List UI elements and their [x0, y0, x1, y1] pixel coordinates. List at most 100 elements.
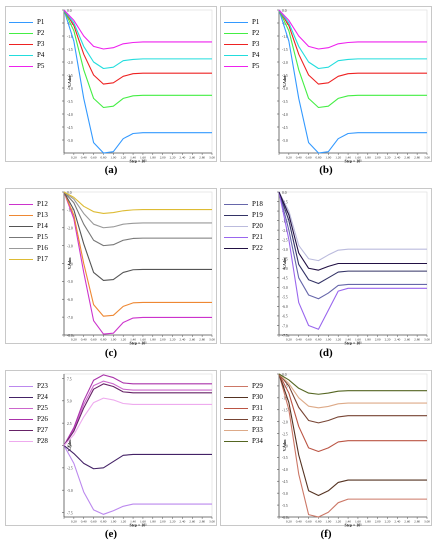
- y-tick-label: 0.0: [282, 191, 287, 195]
- x-tick-label: 2.40: [179, 520, 185, 524]
- plot-frame: [278, 9, 428, 154]
- x-tick-label: 1.00: [110, 156, 116, 160]
- chart-panel: P29 P30 P31 P32 P33 P34 -6.0 -5.5 -5.0 -4.5 -4.0 -3…: [220, 370, 432, 527]
- x-tick-label: 0.60: [91, 156, 97, 160]
- y-axis-label: V.Adm: [67, 257, 72, 269]
- y-tick-label: -5.0: [67, 489, 73, 493]
- x-tick-label: 0.20: [286, 338, 292, 342]
- legend-label: P23: [37, 382, 48, 390]
- series-line: [63, 191, 212, 335]
- legend-item: P2: [224, 28, 279, 39]
- series-line: [278, 191, 427, 285]
- series-line: [278, 9, 427, 85]
- y-tick-label: -5.0: [67, 139, 73, 143]
- legend-swatch: [9, 226, 33, 227]
- legend-item: P3: [224, 39, 279, 50]
- y-tick-label: -1.0: [282, 35, 288, 39]
- legend-swatch: [224, 248, 248, 249]
- legend-label: P19: [252, 211, 263, 219]
- y-tick-label: -5.0: [282, 139, 288, 143]
- legend-item: P14: [9, 221, 64, 232]
- x-tick-label: 2.20: [170, 338, 176, 342]
- series-line: [278, 191, 427, 300]
- legend-swatch: [9, 386, 33, 387]
- x-tick-label: 0.20: [71, 520, 77, 524]
- legend-label: P5: [252, 62, 260, 70]
- x-tick-label: 1.60: [140, 156, 146, 160]
- y-tick-label: 7.5: [67, 377, 72, 381]
- x-axis-label: Step × 10³: [129, 341, 147, 346]
- series-line: [63, 191, 212, 282]
- y-tick-label: -0.5: [282, 385, 288, 389]
- x-tick-label: 0.20: [286, 156, 292, 160]
- y-tick-label: -3.5: [67, 100, 73, 104]
- x-tick-label: 3.00: [209, 338, 215, 342]
- series-line: [63, 191, 212, 229]
- legend-item: P5: [9, 61, 64, 72]
- legend-swatch: [224, 215, 248, 216]
- legend-swatch: [9, 215, 33, 216]
- legend-swatch: [9, 66, 33, 67]
- legend-swatch: [224, 66, 248, 67]
- legend-swatch: [9, 248, 33, 249]
- legend: P12 P13 P14 P15 P16 P17: [9, 199, 64, 265]
- legend-item: P34: [224, 436, 279, 447]
- x-tick-label: 0.40: [81, 338, 87, 342]
- legend-item: P3: [9, 39, 64, 50]
- plot-frame: [63, 191, 213, 336]
- x-tick-label: 0.40: [296, 520, 302, 524]
- legend-item: P29: [224, 381, 279, 392]
- y-tick-label: -3.0: [282, 87, 288, 91]
- series-line: [278, 373, 427, 453]
- chart-panel: P12 P13 P14 P15 P16 P17 -8.0 -7.0 -6.0 -5.0 -4.0 -3…: [5, 188, 217, 346]
- x-tick-label: 1.00: [110, 520, 116, 524]
- legend-label: P1: [252, 18, 260, 26]
- x-tick-label: 2.60: [189, 338, 195, 342]
- y-tick-label: -6.0: [67, 298, 73, 302]
- legend-label: P24: [37, 393, 48, 401]
- legend-item: P4: [9, 50, 64, 61]
- y-tick-label: -5.5: [282, 296, 288, 300]
- x-tick-label: 2.60: [189, 520, 195, 524]
- x-tick-label: 0.40: [81, 156, 87, 160]
- legend-item: P1: [224, 17, 279, 28]
- y-tick-label: -7.0: [67, 316, 73, 320]
- y-tick-label: -3.0: [67, 87, 73, 91]
- series-line: [278, 373, 427, 424]
- x-tick-label: 2.00: [375, 520, 381, 524]
- x-tick-label: 1.00: [110, 338, 116, 342]
- y-tick-label: -1.5: [282, 409, 288, 413]
- y-axis-label: V.Adm: [282, 75, 287, 87]
- x-tick-label: 2.20: [385, 156, 391, 160]
- x-tick-label: 1.20: [335, 520, 341, 524]
- y-tick-label: -1.0: [282, 210, 288, 214]
- x-tick-label: 0.80: [315, 156, 321, 160]
- series-line: [278, 373, 427, 497]
- x-tick-label: 2.40: [394, 520, 400, 524]
- y-tick-label: -4.0: [282, 113, 288, 117]
- legend-item: P26: [9, 414, 64, 425]
- y-axis-label: V.Adm: [282, 439, 287, 451]
- series-line: [278, 191, 427, 262]
- panel-caption: (b): [319, 164, 333, 176]
- x-tick-label: 2.40: [394, 338, 400, 342]
- series-line: [63, 191, 212, 317]
- legend-item: P12: [9, 199, 64, 210]
- legend-swatch: [224, 397, 248, 398]
- x-tick-label: 0.60: [306, 338, 312, 342]
- x-tick-label: 2.80: [199, 156, 205, 160]
- x-tick-label: 2.80: [199, 338, 205, 342]
- legend-label: P29: [252, 382, 263, 390]
- series-line: [63, 191, 212, 247]
- x-tick-label: 0.80: [315, 520, 321, 524]
- y-tick-label: -2.5: [282, 432, 288, 436]
- plot: -6.0 -5.5 -5.0 -4.5 -4.0 -3.5 -3.0 -2.5 -2.0 -1.5…: [277, 373, 430, 527]
- legend-item: P2: [9, 28, 64, 39]
- legend-item: P24: [9, 392, 64, 403]
- chart-panel: P1 P2 P3 P4 P5 -5.0 -4.5 -4.0 -3.5 -3.0 -2.5 -2.0 -1…: [220, 6, 432, 163]
- x-tick-label: 1.80: [365, 156, 371, 160]
- legend: P1 P2 P3 P4 P5: [9, 17, 64, 72]
- legend-swatch: [224, 408, 248, 409]
- y-tick-label: 0.0: [67, 191, 72, 195]
- x-tick-label: 2.00: [160, 338, 166, 342]
